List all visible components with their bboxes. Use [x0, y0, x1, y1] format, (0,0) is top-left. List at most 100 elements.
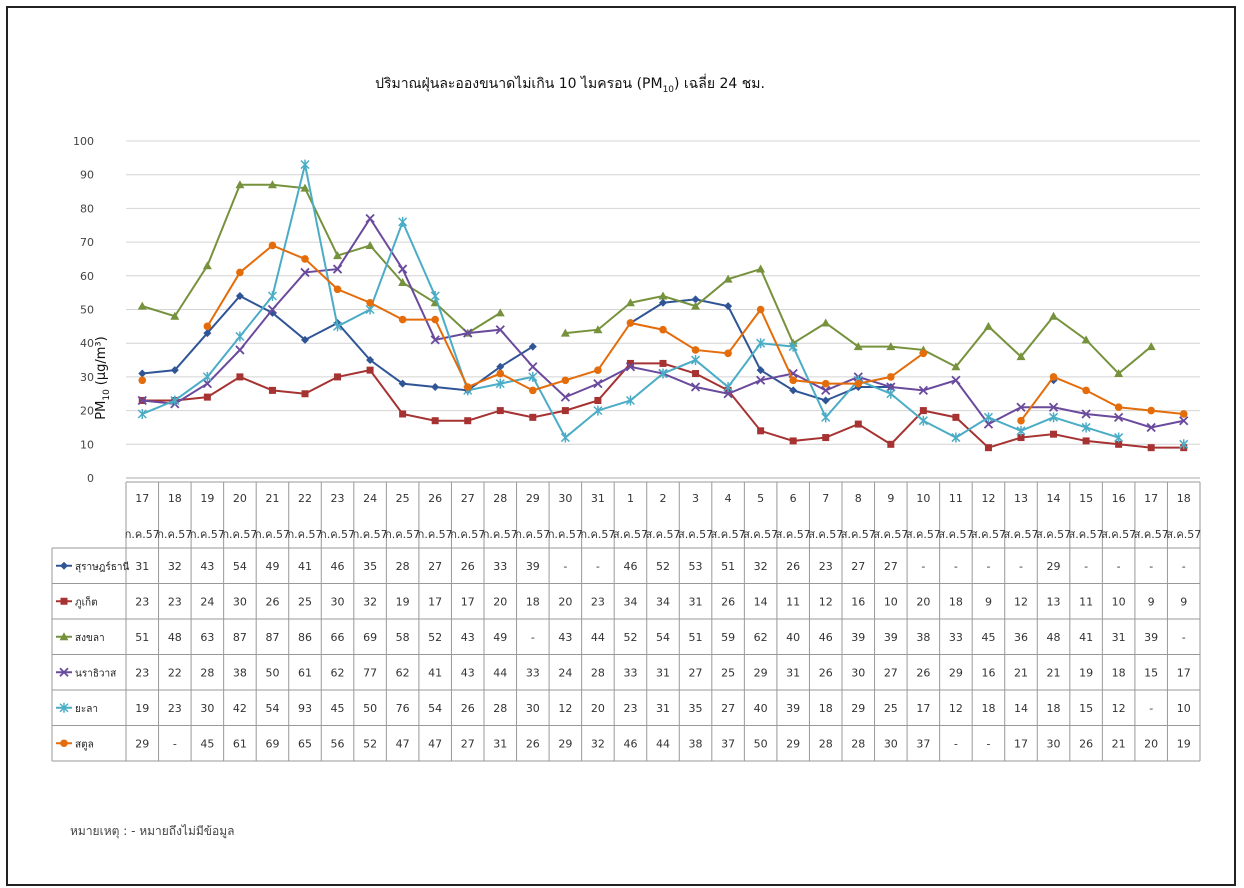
table-cell: 20 [1144, 737, 1158, 750]
table-cell: 44 [656, 737, 670, 750]
table-cell: 31 [1112, 631, 1126, 644]
table-cell: 21 [1014, 666, 1028, 679]
x-tick-day: 30 [558, 492, 572, 505]
table-cell: 18 [981, 702, 995, 715]
table-cell: 35 [363, 560, 377, 573]
table-cell: 45 [200, 737, 214, 750]
x-tick-day: 12 [981, 492, 995, 505]
table-cell: 19 [135, 702, 149, 715]
x-tick-day: 3 [692, 492, 699, 505]
x-tick-month: ส.ค.57 [808, 528, 843, 541]
table-cell: 39 [884, 631, 898, 644]
data-point [267, 304, 278, 315]
table-cell: 66 [331, 631, 345, 644]
legend-label: สตูล [75, 739, 94, 750]
table-cell: 29 [135, 737, 149, 750]
table-cell: - [563, 560, 567, 573]
y-tick-label: 70 [80, 236, 94, 249]
table-cell: 20 [591, 702, 605, 715]
table-cell: 28 [591, 666, 605, 679]
data-point [952, 413, 960, 421]
table-cell: 27 [884, 560, 898, 573]
data-point [560, 392, 571, 402]
table-cell: - [1084, 560, 1088, 573]
data-point [333, 251, 343, 260]
data-point [170, 366, 179, 375]
data-point [138, 376, 147, 385]
legend-marker [60, 597, 68, 605]
data-point [60, 739, 68, 748]
table-cell: 23 [623, 702, 637, 715]
table-cell: - [921, 560, 925, 573]
legend-label: สงขลา [75, 633, 105, 644]
data-point [822, 434, 830, 442]
data-point [137, 301, 147, 310]
table-cell: 22 [168, 666, 182, 679]
data-point [789, 437, 797, 445]
data-point [495, 325, 505, 335]
data-point [1082, 437, 1090, 445]
data-point [1081, 422, 1091, 433]
data-point [202, 379, 213, 389]
data-point [691, 295, 700, 304]
y-tick-label: 50 [80, 304, 94, 317]
table-cell: 24 [558, 666, 572, 679]
table-cell: 18 [1112, 666, 1126, 679]
data-point [300, 267, 310, 278]
x-tick-day: 24 [363, 492, 377, 505]
table-cell: 11 [1079, 595, 1093, 608]
data-point [789, 376, 797, 385]
table-cell: 33 [493, 560, 507, 573]
table-cell: 20 [558, 595, 572, 608]
x-tick-day: 9 [887, 492, 894, 505]
x-tick-month: ส.ค.57 [1101, 528, 1136, 541]
data-point [625, 395, 635, 406]
data-point [334, 373, 342, 381]
table-cell: 49 [265, 560, 279, 573]
table-cell: 12 [558, 702, 572, 715]
table-cell: 30 [1047, 737, 1061, 750]
table-cell: 77 [363, 666, 377, 679]
table-cell: 61 [298, 666, 312, 679]
data-point [659, 359, 667, 367]
data-point [398, 278, 408, 287]
table-cell: 69 [363, 631, 377, 644]
table-cell: 54 [265, 702, 279, 715]
table-cell: 25 [298, 595, 312, 608]
x-tick-month: ก.ค.57 [580, 528, 615, 541]
table-cell: 19 [1079, 666, 1093, 679]
table-cell: 30 [526, 702, 540, 715]
x-tick-day: 15 [1079, 492, 1093, 505]
data-point [463, 328, 473, 338]
data-point [821, 412, 831, 423]
series-line [206, 244, 924, 392]
data-point [236, 373, 244, 381]
table-cell: 39 [786, 702, 800, 715]
table-cell: 33 [949, 631, 963, 644]
table-cell: 59 [721, 631, 735, 644]
table-cell: - [1149, 560, 1153, 573]
table-cell: 63 [200, 631, 214, 644]
table-cell: 41 [428, 666, 442, 679]
table-cell: 10 [1177, 702, 1191, 715]
data-point [854, 379, 863, 388]
x-tick-month: ส.ค.57 [1036, 528, 1071, 541]
table-cell: 47 [428, 737, 442, 750]
data-point [951, 375, 961, 385]
data-point [1082, 386, 1090, 395]
x-tick-month: ส.ค.57 [743, 528, 778, 541]
table-cell: 36 [1014, 631, 1028, 644]
data-point [203, 329, 212, 338]
table-cell: 31 [135, 560, 149, 573]
legend-label: ภูเก็ต [75, 594, 98, 608]
data-point [756, 338, 766, 349]
data-point [626, 319, 635, 327]
table-cell: - [531, 631, 535, 644]
table-cell: 28 [493, 702, 507, 715]
data-point [821, 396, 830, 405]
table-cell: 54 [656, 631, 670, 644]
table-cell: 17 [428, 595, 442, 608]
data-point [235, 331, 245, 342]
data-point [625, 298, 635, 307]
table-cell: 34 [656, 595, 670, 608]
